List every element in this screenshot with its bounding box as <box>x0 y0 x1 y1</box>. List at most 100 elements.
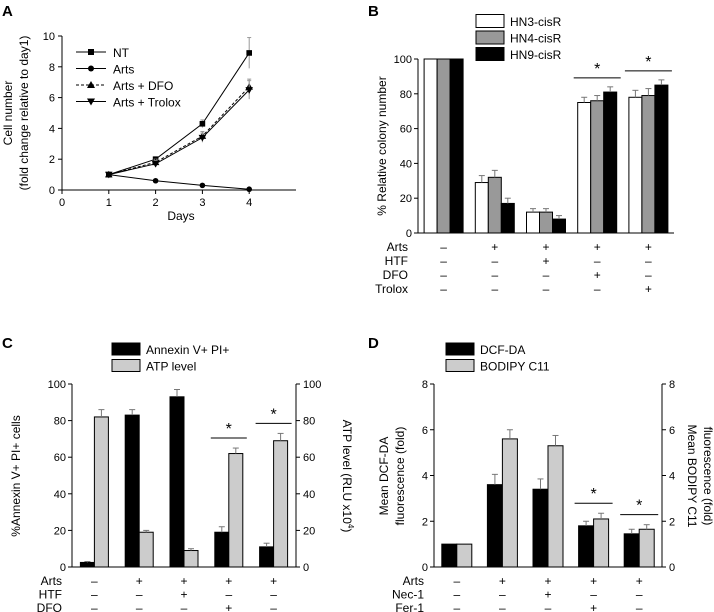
y2-tick-label: 4 <box>669 471 675 483</box>
condition-mark: + <box>594 240 601 254</box>
condition-mark: + <box>636 574 643 588</box>
condition-mark: – <box>181 601 188 612</box>
y-tick-label: 4 <box>422 471 428 483</box>
bar <box>628 96 643 234</box>
condition-mark: – <box>594 254 601 268</box>
condition-mark: + <box>645 240 652 254</box>
condition-label: Arts <box>403 574 424 588</box>
condition-label: Trolox <box>375 282 408 296</box>
data-point <box>246 186 252 193</box>
condition-mark: – <box>491 268 498 282</box>
bar <box>638 528 655 568</box>
series-line <box>108 86 250 176</box>
condition-mark: – <box>645 254 652 268</box>
y-axis-label: %Annexin V+ PI+ cells <box>9 415 23 536</box>
legend-swatch <box>475 30 505 45</box>
bar <box>138 531 154 568</box>
bar <box>79 561 95 568</box>
y-axis-label: % Relative colony number <box>375 76 389 215</box>
bar <box>259 546 275 568</box>
condition-label: HTF <box>39 588 62 602</box>
y-tick-label: 0 <box>60 562 66 574</box>
legend-label: Annexin V+ PI+ <box>146 343 229 357</box>
bar <box>593 518 610 568</box>
y-tick-label: 2 <box>422 516 428 528</box>
condition-mark: – <box>645 268 652 282</box>
x-tick-label: 0 <box>59 197 65 209</box>
bar <box>169 396 185 568</box>
y-tick-label: 60 <box>400 124 412 136</box>
y-tick-label: 0 <box>422 562 428 574</box>
condition-mark: + <box>542 254 549 268</box>
condition-mark: – <box>453 601 460 612</box>
bar <box>124 414 140 568</box>
bar <box>423 58 438 234</box>
bar <box>228 453 244 568</box>
legend-label: HN9-cisR <box>510 48 562 62</box>
y2-tick-label: 0 <box>303 562 309 574</box>
significance-star: * <box>636 498 642 515</box>
legend-label: HN4-cisR <box>510 32 562 46</box>
condition-mark: – <box>91 574 98 588</box>
y2-tick-label: 8 <box>669 379 675 391</box>
legend-label: HN3-cisR <box>510 15 562 29</box>
legend-swatch <box>475 14 505 28</box>
data-point <box>105 171 113 179</box>
bar <box>539 211 553 234</box>
significance-star: * <box>590 486 596 503</box>
panel-label: C <box>2 335 13 352</box>
series-line <box>108 89 250 176</box>
data-point <box>246 50 252 56</box>
legend-label: NT <box>113 46 130 60</box>
legend-swatch <box>445 342 475 356</box>
condition-mark: – <box>136 588 143 602</box>
bar <box>500 202 515 234</box>
panel-label: B <box>368 3 379 20</box>
y-tick-label: 20 <box>400 193 412 205</box>
panel-label: A <box>2 3 13 20</box>
legend-label: ATP level <box>146 360 196 374</box>
bar <box>456 543 473 568</box>
significance-star: * <box>226 421 232 438</box>
legend-marker <box>87 81 95 88</box>
condition-mark: – <box>453 588 460 602</box>
y-tick-label: 60 <box>54 452 66 464</box>
condition-label: Nec-1 <box>392 588 424 602</box>
condition-mark: + <box>180 574 187 588</box>
y-tick-label: 40 <box>54 489 66 501</box>
bar <box>487 176 502 234</box>
significance-star: * <box>270 406 276 423</box>
data-point <box>152 177 159 184</box>
bar <box>578 525 595 568</box>
bar <box>214 531 230 568</box>
y2-tick-label: 2 <box>669 516 675 528</box>
legend-label: Arts + Trolox <box>113 96 181 110</box>
bar <box>449 58 464 234</box>
condition-mark: – <box>453 574 460 588</box>
y-axis-label: (fold change relative to day1) <box>17 36 31 191</box>
condition-mark: – <box>270 601 277 612</box>
x-tick-label: 2 <box>153 197 159 209</box>
panel-a: A 0 2 4 6 8 10 0 1 2 3 4 Days Cell number (fold change… <box>1 3 296 223</box>
condition-mark: + <box>180 588 187 602</box>
y-tick-label: 4 <box>49 123 55 135</box>
condition-label: DFO <box>383 268 408 282</box>
bar <box>436 58 451 234</box>
y2-axis-label: Mean BODIPY C11 <box>685 425 699 528</box>
condition-label: Arts <box>41 574 62 588</box>
data-point <box>151 161 160 168</box>
y-tick-label: 40 <box>400 158 412 170</box>
condition-mark: – <box>440 240 447 254</box>
condition-mark: – <box>491 254 498 268</box>
bar <box>577 102 592 234</box>
legend-label: DCF-DA <box>480 343 525 357</box>
condition-label: DFO <box>37 601 62 612</box>
condition-mark: – <box>545 601 552 612</box>
bar <box>547 445 564 568</box>
y-tick-label: 100 <box>394 54 412 66</box>
y2-tick-label: 60 <box>303 452 315 464</box>
condition-mark: – <box>91 601 98 612</box>
condition-mark: + <box>542 240 549 254</box>
